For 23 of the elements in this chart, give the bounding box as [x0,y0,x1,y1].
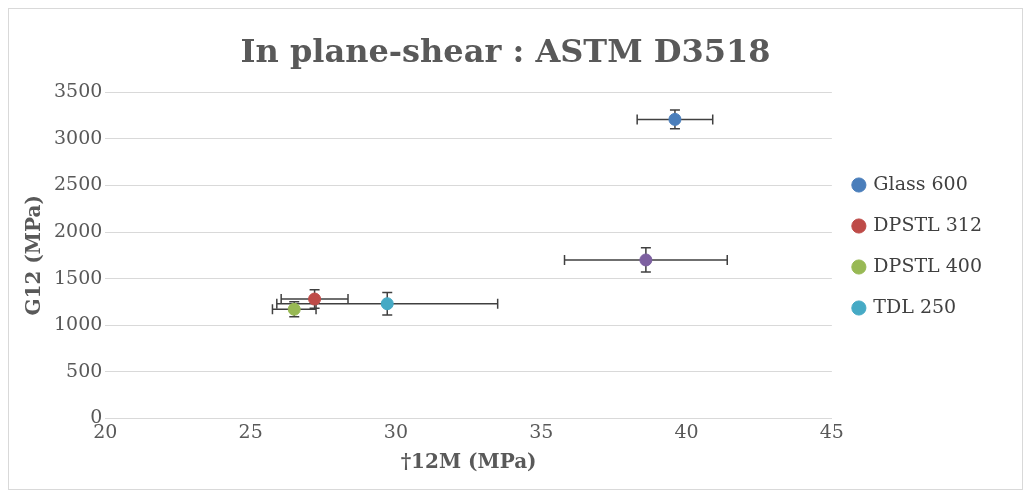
x-tick-label: 40 [674,419,699,442]
legend-label: TDL 250 [873,294,957,317]
legend-label: DPSTL 312 [873,212,983,235]
point [639,253,653,267]
x-tick-label: 45 [819,419,844,442]
y-tick-label: 2000 [53,218,103,241]
y-tick-label: 3500 [53,79,103,102]
x-tick-label: 30 [383,419,409,442]
chart-title: In plane-shear : ASTM D3518 [240,31,771,70]
point [308,292,322,306]
legend-label: DPSTL 400 [873,253,983,276]
y-tick-label: 3000 [53,125,103,148]
y-tick-label: 2500 [53,172,103,195]
y-axis-title: G12 (MPa) [21,195,46,316]
y-tick-label: 1500 [53,265,103,288]
y-tick-label: 1000 [53,312,103,335]
x-tick-label: 25 [238,419,263,442]
point [380,297,394,311]
y-tick-label: 500 [66,358,103,381]
x-axis-title: †12M (MPa) [400,449,537,474]
legend-label: Glass 600 [873,171,968,194]
point [668,112,682,126]
x-tick-label: 35 [529,419,554,442]
